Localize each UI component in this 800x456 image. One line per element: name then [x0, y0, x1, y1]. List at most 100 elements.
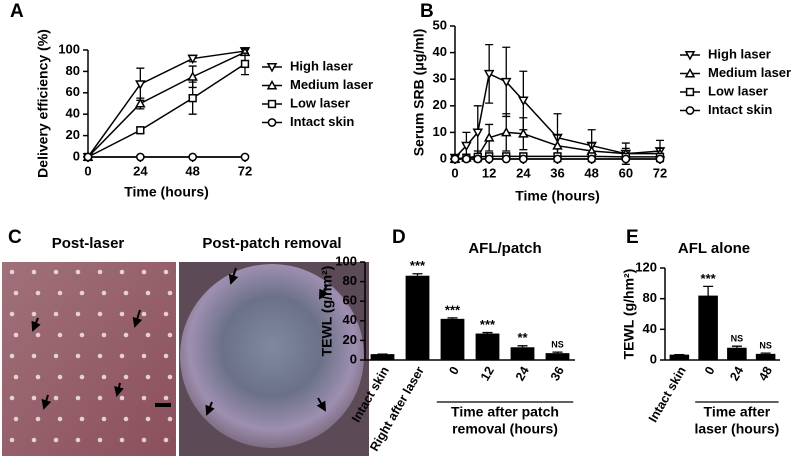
- x-tick-label: 36: [548, 364, 567, 383]
- legend-label: Intact skin: [708, 102, 772, 117]
- x-tick-label: 12: [482, 165, 496, 180]
- laser-dot: [101, 374, 107, 380]
- x-tick-label: 48: [584, 165, 598, 180]
- arrow: [132, 309, 143, 328]
- y-tick-label: 10: [433, 124, 447, 139]
- laser-dot: [163, 269, 169, 275]
- laser-dot: [75, 353, 81, 359]
- marker: [518, 128, 529, 138]
- marker: [655, 154, 665, 164]
- panel-letter: A: [10, 1, 24, 22]
- laser-dot: [97, 269, 103, 275]
- significance-label: ***: [480, 317, 496, 332]
- x-tick-label: 24: [133, 163, 148, 178]
- y-tick-label: 100: [58, 41, 80, 56]
- x-tick-label: 60: [619, 165, 633, 180]
- laser-dot: [53, 311, 59, 317]
- chart-title: AFL/patch: [468, 240, 541, 257]
- significance-label: NS: [551, 340, 564, 350]
- bar: [405, 275, 430, 360]
- marker: [518, 154, 528, 164]
- laser-dot: [31, 437, 37, 443]
- y-tick-label: 20: [66, 127, 80, 142]
- laser-dot: [35, 374, 41, 380]
- arrow: [41, 394, 52, 410]
- laser-dot: [31, 311, 37, 317]
- laser-dot: [75, 437, 81, 443]
- laser-dot: [35, 332, 41, 338]
- laser-dot: [9, 395, 15, 401]
- x-tick-label: 24: [727, 364, 746, 383]
- legend-label: Medium laser: [290, 77, 373, 92]
- legend-label: Low laser: [290, 95, 350, 110]
- x-tick-label: 0: [451, 165, 458, 180]
- marker: [240, 152, 250, 162]
- legend-label: Low laser: [708, 83, 768, 98]
- bar: [698, 295, 718, 360]
- laser-dot: [9, 353, 15, 359]
- x-tick-label: 48: [756, 364, 775, 383]
- marker: [587, 154, 597, 164]
- x-axis-label: removal (hours): [452, 421, 558, 437]
- bar: [370, 354, 395, 360]
- x-tick-label: 36: [550, 165, 564, 180]
- arrow: [228, 267, 239, 285]
- series-line: [87, 51, 246, 158]
- marker: [188, 152, 198, 162]
- series-line: [87, 50, 246, 158]
- photo-post-laser: [2, 262, 176, 456]
- laser-dot: [141, 311, 147, 317]
- laser-dot: [31, 269, 37, 275]
- x-tick-label: 24: [513, 364, 532, 383]
- laser-dot: [145, 416, 151, 422]
- error-bar: [517, 345, 528, 348]
- y-tick-label: 0: [440, 150, 447, 165]
- x-tick-label: 24: [516, 165, 531, 180]
- y-axis-label: TEWL (g/hm²): [319, 266, 335, 357]
- x-tick-label: 0: [446, 364, 462, 377]
- y-axis-label: Serum SRB (μg/ml): [411, 29, 427, 157]
- y-axis-label: TEWL (g/hm²): [621, 269, 637, 360]
- laser-dot: [145, 374, 151, 380]
- arrow: [316, 397, 327, 412]
- y-tick-label: 40: [433, 44, 447, 59]
- marker: [83, 152, 93, 162]
- bar: [727, 347, 747, 360]
- x-tick-label: 12: [478, 364, 497, 383]
- laser-dot: [119, 437, 125, 443]
- laser-dot: [119, 353, 125, 359]
- marker: [135, 152, 145, 162]
- laser-dot: [167, 332, 173, 338]
- laser-dot: [123, 374, 129, 380]
- bar: [669, 354, 690, 360]
- marker: [135, 97, 146, 108]
- laser-dot: [75, 269, 81, 275]
- significance-label: ***: [445, 302, 461, 317]
- y-tick-label: 40: [66, 106, 80, 121]
- y-axis-label: Delivery efficiency (%): [35, 29, 51, 178]
- y-tick-label: 0: [650, 351, 657, 366]
- marker: [500, 126, 512, 137]
- laser-dot: [119, 395, 125, 401]
- x-tick-label: Intact skin: [646, 364, 689, 425]
- laser-dot: [167, 290, 173, 296]
- laser-dot: [141, 353, 147, 359]
- legend-label: Medium laser: [708, 65, 791, 80]
- y-tick-label: 60: [66, 84, 80, 99]
- marker: [136, 126, 145, 135]
- laser-dot: [13, 332, 19, 338]
- marker: [473, 154, 483, 164]
- laser-dot: [97, 353, 103, 359]
- marker: [188, 94, 197, 103]
- laser-dot: [145, 332, 151, 338]
- legend-marker: [684, 51, 696, 61]
- x-axis-label: Time after patch: [451, 404, 559, 420]
- x-tick-label: 72: [653, 165, 667, 180]
- laser-dot: [163, 353, 169, 359]
- arrows: [31, 267, 329, 416]
- x-axis-label: Time (hours): [124, 184, 209, 200]
- marker: [135, 80, 146, 90]
- legend-marker: [267, 99, 277, 109]
- legend-marker: [685, 106, 695, 115]
- laser-dot: [9, 311, 15, 317]
